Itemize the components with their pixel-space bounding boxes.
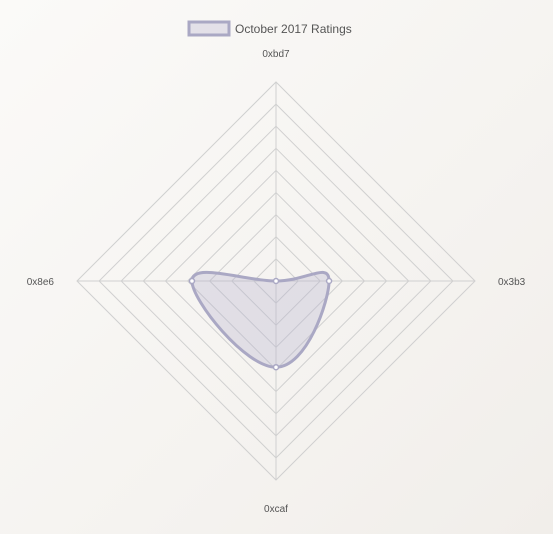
legend-label[interactable]: October 2017 Ratings [235, 22, 352, 36]
legend[interactable]: October 2017 Ratings [187, 20, 352, 37]
data-point-0xcaf[interactable] [272, 363, 280, 371]
radar-series [190, 270, 331, 369]
series-area [190, 270, 331, 369]
radar-spokes [77, 82, 475, 480]
data-point-0xbd7[interactable] [272, 277, 280, 285]
axis-label-0xcaf: 0xcaf [264, 504, 288, 515]
axis-label-0xbd7: 0xbd7 [262, 49, 290, 60]
legend-swatch[interactable] [187, 20, 231, 37]
radar-points [188, 277, 333, 371]
axis-label-0x3b3: 0x3b3 [498, 277, 526, 288]
axis-label-0x8e6: 0x8e6 [27, 277, 55, 288]
data-point-0x3b3[interactable] [325, 277, 333, 285]
data-point-0x8e6[interactable] [188, 277, 196, 285]
